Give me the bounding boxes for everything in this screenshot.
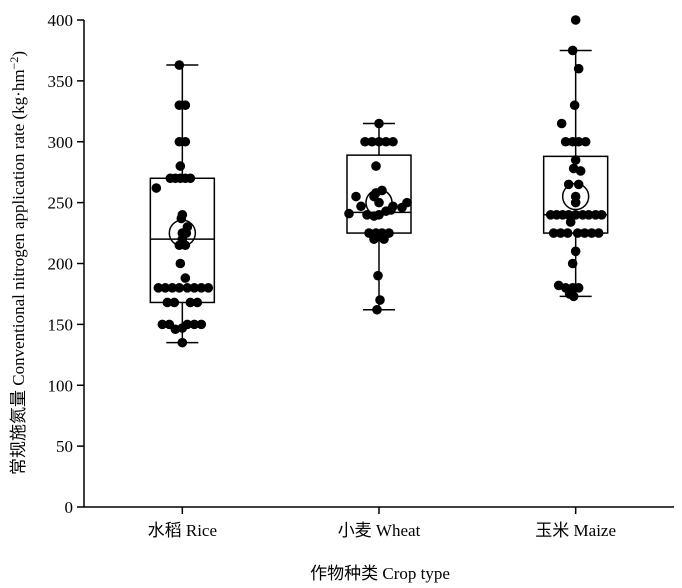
data-point xyxy=(177,337,188,348)
y-tick-label: 400 xyxy=(48,11,74,30)
y-tick-label: 0 xyxy=(65,498,74,517)
data-point xyxy=(182,283,193,293)
data-point xyxy=(572,228,583,238)
data-point xyxy=(570,246,581,257)
data-point xyxy=(556,118,567,129)
data-point xyxy=(575,166,586,176)
data-point xyxy=(569,100,580,111)
x-tick-label: 玉米 Maize xyxy=(535,521,616,540)
data-point xyxy=(167,283,178,293)
data-point xyxy=(573,283,584,293)
data-point xyxy=(189,319,200,330)
y-tick-label: 300 xyxy=(48,133,74,152)
data-point xyxy=(185,297,196,308)
data-point xyxy=(174,60,185,70)
data-point xyxy=(185,173,196,184)
y-axis-title-main: 常规施氮量 Conventional nitrogen application … xyxy=(9,69,28,475)
x-tick-label: 小麦 Wheat xyxy=(338,521,421,540)
data-point xyxy=(192,297,203,308)
data-point xyxy=(573,136,584,147)
x-ticks: 水稻 Rice 小麦 Wheat 玉米 Maize xyxy=(148,507,616,540)
mean-ring xyxy=(365,188,393,217)
data-point xyxy=(157,319,168,330)
data-point xyxy=(177,323,188,333)
y-ticks: 0 50 100 150 200 250 300 350 400 xyxy=(48,11,84,517)
mean-dot xyxy=(374,197,384,208)
data-point xyxy=(180,100,191,111)
data-point xyxy=(162,297,173,308)
data-point xyxy=(560,136,571,147)
data-point xyxy=(586,228,597,238)
data-point xyxy=(596,210,607,220)
data-point xyxy=(555,228,566,238)
y-axis-title-close: ) xyxy=(9,51,28,57)
data-point xyxy=(344,208,354,219)
y-axis-title-superscript: −2 xyxy=(7,57,21,70)
mean-ring xyxy=(561,182,590,211)
data-point xyxy=(373,270,383,281)
data-point xyxy=(372,304,382,315)
data-point xyxy=(196,319,207,330)
data-point xyxy=(175,258,186,269)
data-point xyxy=(374,136,384,147)
data-point xyxy=(570,210,581,220)
data-point xyxy=(153,283,164,293)
data-point xyxy=(375,295,385,305)
data-point xyxy=(371,161,381,171)
data-point xyxy=(570,155,581,165)
data-point xyxy=(379,234,389,244)
data-point xyxy=(367,136,377,147)
box-3 xyxy=(542,49,609,298)
mean-dot xyxy=(570,191,581,202)
data-point xyxy=(203,283,214,293)
data-point xyxy=(180,273,191,283)
y-tick-label: 100 xyxy=(48,376,74,395)
data-point xyxy=(381,136,391,147)
data-point xyxy=(388,136,398,147)
y-tick-label: 200 xyxy=(48,255,74,274)
data-point xyxy=(196,283,207,293)
data-point xyxy=(570,15,581,25)
data-point xyxy=(180,136,191,147)
data-point xyxy=(573,63,584,74)
y-tick-label: 250 xyxy=(48,194,74,213)
y-axis-title: 常规施氮量 Conventional nitrogen application … xyxy=(7,51,28,475)
data-point xyxy=(579,228,590,238)
y-tick-label: 150 xyxy=(48,315,74,334)
data-point xyxy=(567,45,578,56)
y-tick-label: 50 xyxy=(56,437,73,456)
data-point xyxy=(567,258,578,269)
data-point xyxy=(169,297,180,308)
x-tick-label: 水稻 Rice xyxy=(148,521,217,540)
data-point xyxy=(189,283,200,293)
data-point xyxy=(360,136,370,147)
data-point xyxy=(568,291,579,302)
data-point xyxy=(151,183,162,193)
data-point xyxy=(565,217,576,227)
mean-dot xyxy=(177,228,188,238)
data-point xyxy=(174,283,185,293)
y-tick-label: 350 xyxy=(48,72,74,91)
data-point xyxy=(580,136,591,147)
data-point xyxy=(175,161,186,171)
data-point xyxy=(548,228,559,238)
data-point xyxy=(562,228,573,238)
data-point xyxy=(351,191,361,202)
data-point xyxy=(374,118,384,129)
mean-markers xyxy=(168,182,590,247)
x-axis-title: 作物种类 Crop type xyxy=(310,564,450,583)
data-point xyxy=(593,228,604,238)
data-points xyxy=(151,15,607,348)
data-point xyxy=(369,234,379,244)
data-point xyxy=(583,210,594,220)
data-point xyxy=(356,201,366,212)
data-point xyxy=(160,283,171,293)
data-point xyxy=(563,210,574,220)
data-point xyxy=(397,202,407,213)
data-point xyxy=(176,213,187,224)
mean-ring xyxy=(168,219,197,247)
